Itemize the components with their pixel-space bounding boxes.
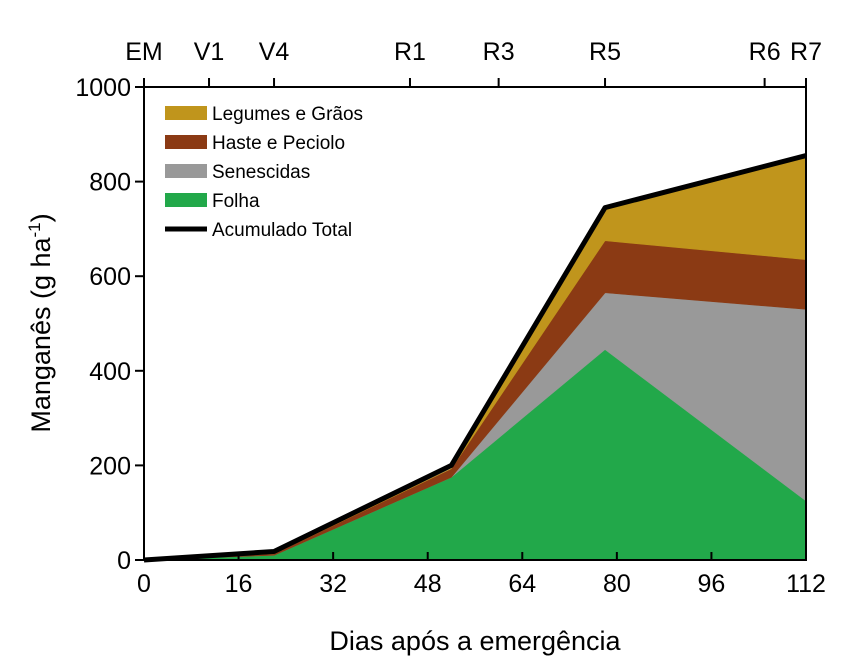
legend-swatch — [165, 135, 207, 149]
y-tick-label: 800 — [89, 169, 131, 197]
legend-swatch — [165, 164, 207, 178]
stage-axis: EM V1 V4 R1 R3 R5 R6 R7 — [125, 38, 822, 87]
x-tick-label: 64 — [508, 570, 536, 598]
x-axis-title: Dias após a emergência — [329, 626, 621, 656]
area-layers — [143, 155, 807, 561]
stage-label: EM — [125, 38, 163, 66]
plot-frame — [143, 86, 807, 561]
stage-label: V1 — [194, 38, 225, 66]
y-tick-label: 400 — [89, 358, 131, 386]
stage-label: V4 — [259, 38, 290, 66]
x-tick-label: 96 — [698, 570, 726, 598]
x-tick-label: 48 — [414, 570, 442, 598]
legend: Legumes e Grãos Haste e Peciolo Senescidas… — [165, 104, 363, 241]
x-tick-label: 32 — [319, 570, 347, 598]
legend-label: Folha — [212, 191, 260, 212]
y-tick-label: 200 — [89, 452, 131, 480]
x-tick-label: 80 — [603, 570, 631, 598]
legend-swatch — [165, 193, 207, 207]
y-axis-title-main: Manganês (g ha — [26, 237, 56, 433]
legend-label: Senescidas — [212, 162, 310, 183]
legend-swatch — [165, 106, 207, 120]
x-tick-label: 0 — [137, 570, 151, 598]
x-tick-label: 16 — [225, 570, 253, 598]
series-line-total — [143, 153, 807, 563]
legend-label: Acumulado Total — [212, 220, 352, 241]
y-tick-label: 0 — [117, 547, 131, 575]
stage-label: R1 — [394, 38, 426, 66]
stage-label: R6 — [749, 38, 781, 66]
y-axis-title-superscript: -1 — [25, 222, 44, 237]
legend-label: Haste e Peciolo — [212, 133, 345, 154]
y-tick-label: 600 — [89, 263, 131, 291]
y-axis-title-close: ) — [26, 213, 56, 222]
stage-label: R5 — [589, 38, 621, 66]
legend-label: Legumes e Grãos — [212, 104, 363, 125]
y-tick-label: 1000 — [75, 74, 131, 102]
y-axis-title: Manganês (g ha-1) — [25, 213, 56, 432]
stage-label: R7 — [790, 38, 822, 66]
x-axis: 0 16 32 48 64 80 96 112 — [137, 552, 826, 598]
stage-label: R3 — [483, 38, 515, 66]
y-axis: 0 200 400 600 800 1000 — [75, 74, 144, 575]
x-tick-label: 112 — [786, 570, 826, 598]
